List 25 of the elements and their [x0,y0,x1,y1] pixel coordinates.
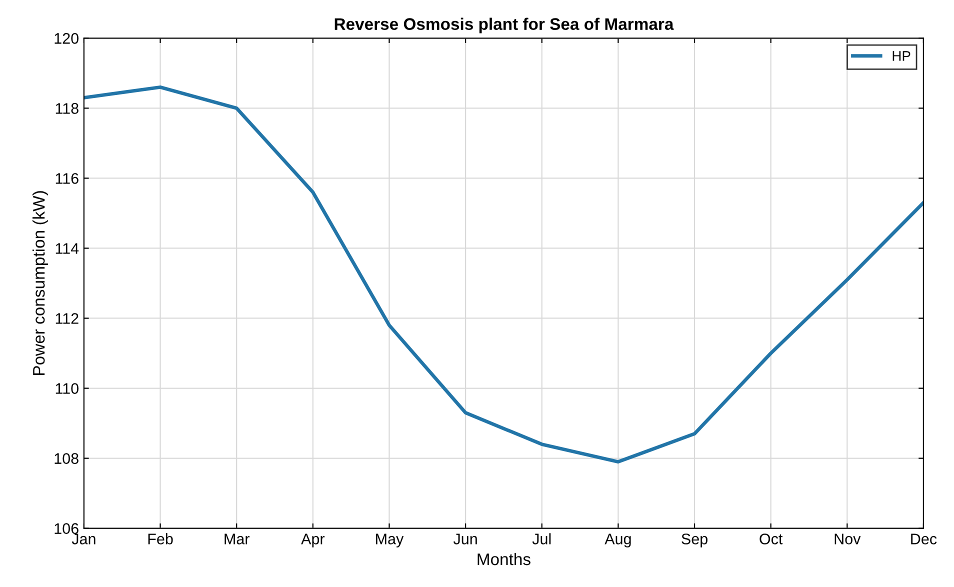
x-tick-label: Jan [72,534,96,544]
x-tick-label: Apr [301,534,325,548]
x-tick-label: Feb [148,533,173,544]
x-tick-label: Dec [911,534,937,544]
y-tick-label: 114 [56,243,79,254]
y-tick-label: 116 [56,173,78,184]
x-axis-title: Months [478,552,530,566]
chart-title: Reverse Osmosis plant for Sea of Marmara [334,18,674,34]
x-tick-label: Aug [604,534,631,548]
y-tick-label: 106 [54,523,78,534]
x-tick-label: Sep [682,534,708,548]
line-series [84,85,924,464]
x-tick-label: Oct [760,534,783,544]
y-tick-label: 112 [56,313,78,324]
y-tick-label: 108 [54,453,78,464]
legend-label: HP [892,51,910,61]
y-tick-label: 118 [56,103,78,114]
y-axis-title: Power consumption (kW) [32,191,48,375]
x-tick-label: Jul [532,533,551,544]
y-tick-label: 120 [54,33,78,44]
x-tick-label: May [376,534,404,548]
x-tick-label: Nov [834,534,861,544]
x-tick-label: Jun [453,534,477,544]
x-tick-label: Mar [224,534,250,544]
y-tick-label: 110 [56,383,78,394]
